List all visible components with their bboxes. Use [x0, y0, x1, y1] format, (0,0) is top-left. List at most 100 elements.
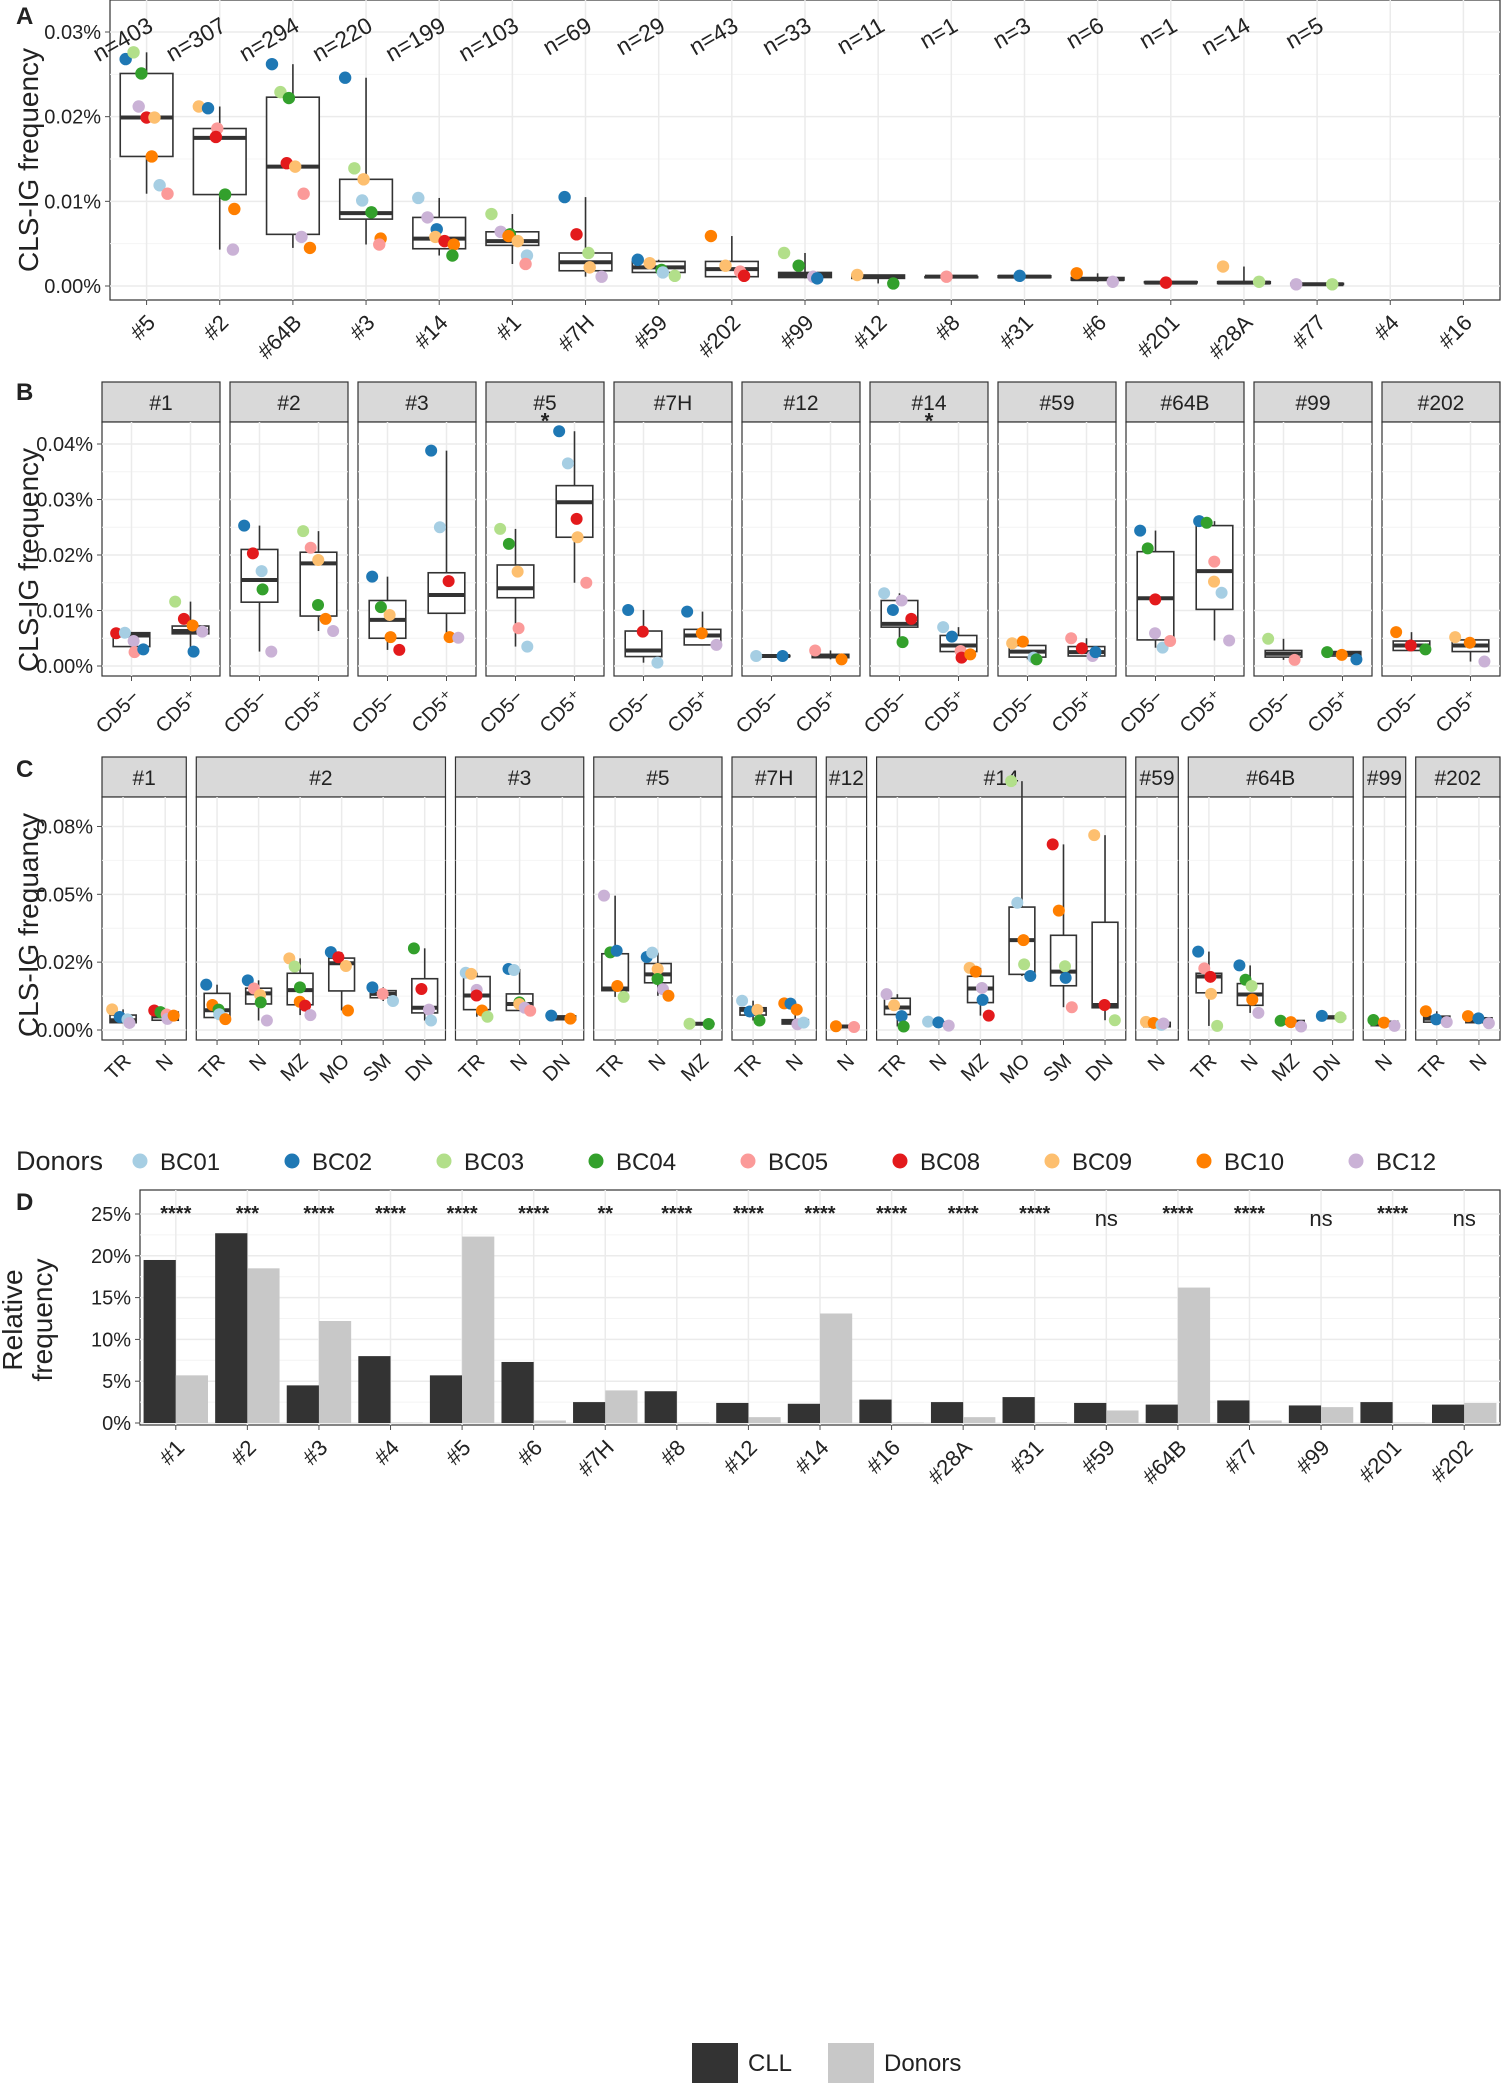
- point-bc04: [1321, 646, 1334, 659]
- point-bc04: [502, 537, 515, 550]
- point-bc01: [386, 994, 399, 1007]
- point-bc05: [1288, 653, 1301, 666]
- facet-strip-label: #3: [508, 767, 531, 790]
- x-tick-label: TR: [455, 1050, 489, 1084]
- point-bc02: [1024, 969, 1037, 982]
- facet-strip: [229, 381, 349, 423]
- significance-marker: *: [925, 408, 934, 433]
- panel-letter: D: [16, 1189, 33, 1216]
- facet-plot: [997, 421, 1117, 677]
- point-bc08: [1075, 642, 1088, 655]
- x-tick-label: #2: [198, 310, 233, 345]
- facet-strip-label: #64B: [1246, 767, 1295, 790]
- y-axis-label-line1: Relative: [0, 1269, 28, 1370]
- point-bc04: [365, 206, 378, 219]
- point-bc03: [582, 246, 595, 260]
- bar-cll: [215, 1233, 248, 1423]
- point-bc12: [880, 988, 893, 1001]
- x-tick-label: #77: [1287, 310, 1331, 354]
- point-bc03: [494, 522, 507, 535]
- bar-cll: [930, 1402, 964, 1423]
- bar-cll: [1360, 1402, 1393, 1423]
- facet-strip-label: #5: [533, 392, 556, 415]
- significance-label: ns: [1453, 1206, 1476, 1231]
- point-bc02: [553, 425, 566, 438]
- point-bc08: [470, 989, 483, 1002]
- bar-donors: [1106, 1410, 1139, 1423]
- point-bc09: [643, 256, 656, 270]
- significance-label: **: [597, 1203, 613, 1225]
- point-bc02: [776, 650, 789, 663]
- bar-cll: [1217, 1400, 1250, 1423]
- facet-strip: [454, 756, 585, 798]
- point-bc12: [1440, 1016, 1453, 1029]
- point-bc10: [502, 229, 515, 243]
- x-tick-label: N: [926, 1050, 952, 1076]
- y-tick-label: 0.08%: [36, 816, 93, 838]
- significance-label: ****: [375, 1203, 406, 1225]
- point-bc01: [521, 640, 534, 653]
- bar-donors: [1321, 1407, 1354, 1423]
- point-bc05: [1164, 635, 1177, 648]
- y-tick-label: 0%: [102, 1413, 131, 1435]
- point-bc10: [1052, 904, 1065, 917]
- point-bc01: [412, 191, 425, 205]
- bar-cll: [716, 1402, 749, 1423]
- point-bc10: [1246, 993, 1259, 1006]
- x-tick-label: N: [245, 1050, 271, 1076]
- point-bc10: [704, 229, 718, 243]
- x-tick-label: #28A: [923, 1435, 977, 1489]
- significance-label: ns: [1309, 1206, 1332, 1231]
- x-tick-label: #201: [1354, 1435, 1406, 1487]
- bar-donors: [1249, 1420, 1282, 1423]
- point-bc03: [668, 269, 681, 283]
- x-tick-label: #64B: [1137, 1435, 1191, 1489]
- point-bc09: [851, 268, 864, 282]
- legend-label-bc09: BC09: [1072, 1149, 1132, 1176]
- legend-swatch-bc10: [1196, 1153, 1212, 1169]
- x-tick-label: CD5−: [1372, 686, 1424, 738]
- x-tick-label: N: [645, 1050, 671, 1076]
- facet-strip: [485, 381, 605, 423]
- point-bc02: [681, 605, 694, 618]
- point-bc10: [790, 1003, 803, 1016]
- point-bc10: [341, 1004, 354, 1017]
- point-bc03: [1262, 632, 1275, 645]
- point-bc10: [1070, 267, 1083, 280]
- point-bc12: [942, 1019, 955, 1032]
- point-bc02: [622, 603, 635, 616]
- point-bc09: [1205, 987, 1218, 1000]
- point-bc08: [570, 512, 583, 525]
- point-bc08: [1098, 999, 1111, 1012]
- point-bc01: [118, 626, 131, 639]
- legend-swatch-bc12: [1348, 1153, 1364, 1169]
- x-tick-label: #59: [1076, 1435, 1120, 1479]
- y-tick-label: 0.00%: [36, 1020, 93, 1042]
- point-bc02: [1315, 1009, 1328, 1022]
- point-bc05: [940, 270, 953, 283]
- y-tick-label: 0.00%: [44, 276, 101, 298]
- x-tick-label: CD5−: [604, 686, 656, 738]
- x-tick-label: N: [152, 1050, 178, 1076]
- significance-label: ****: [303, 1203, 334, 1225]
- point-bc09: [1216, 260, 1230, 273]
- point-bc09: [1088, 829, 1101, 842]
- point-bc05: [519, 257, 532, 271]
- bar-donors: [605, 1390, 638, 1423]
- point-bc02: [1089, 646, 1102, 659]
- facet-plot: [869, 421, 989, 677]
- point-bc10: [662, 989, 675, 1002]
- point-bc02: [238, 519, 251, 532]
- point-bc09: [751, 1003, 764, 1016]
- point-bc03: [1108, 1014, 1121, 1027]
- point-bc01: [937, 621, 950, 634]
- point-bc04: [1030, 653, 1043, 666]
- x-tick-label: CD5−: [220, 686, 272, 738]
- point-bc12: [1157, 1017, 1170, 1030]
- x-tick-label: DN: [539, 1050, 575, 1086]
- point-bc03: [169, 595, 182, 608]
- point-bc03: [348, 162, 361, 175]
- point-bc01: [507, 964, 520, 977]
- significance-label: ****: [1162, 1203, 1193, 1225]
- point-bc09: [511, 234, 524, 248]
